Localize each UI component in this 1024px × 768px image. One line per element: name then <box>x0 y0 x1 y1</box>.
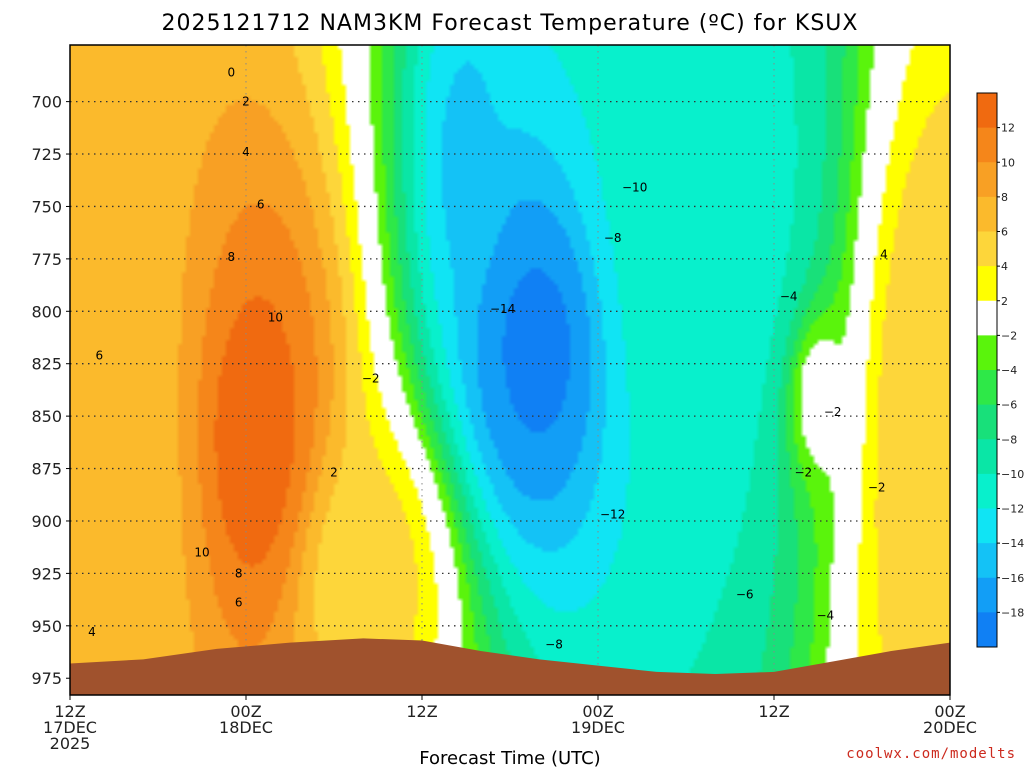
contour-label: −8 <box>604 231 622 245</box>
colorbar-tick-label: −16 <box>1001 572 1024 585</box>
contour-label: −2 <box>362 371 380 385</box>
y-tick-label: 850 <box>31 407 62 426</box>
colorbar-tick-label: −12 <box>1001 503 1024 516</box>
colorbar-tick-label: −14 <box>1001 537 1024 550</box>
x-tick-label: 12Z <box>758 702 789 721</box>
contour-label: −2 <box>824 405 842 419</box>
x-tick-label: 12Z <box>406 702 437 721</box>
colorbar-swatch <box>977 473 997 509</box>
colorbar-swatch <box>977 231 997 267</box>
x-tick-label: 2025 <box>50 734 91 753</box>
colorbar-swatch <box>977 370 997 406</box>
colorbar-tick-label: 10 <box>1001 156 1015 169</box>
plot-area: 0 2 4 6 8 10 6 2 10 8 6 4 −2 −14 −10 −8 −12 −8 −4 4 −2 −2 −2 −6… <box>69 44 951 696</box>
x-tick-label: 18DEC <box>219 718 273 737</box>
colorbar-tick-label: 6 <box>1001 226 1008 239</box>
colorbar-swatch <box>977 266 997 302</box>
y-tick-label: 975 <box>31 669 62 688</box>
y-tick-label: 800 <box>31 302 62 321</box>
colorbar-swatch <box>977 439 997 475</box>
contour-label: −4 <box>780 290 798 304</box>
contour-label: 6 <box>257 197 265 211</box>
colorbar-swatch <box>977 543 997 579</box>
x-tick-label: 00Z <box>582 702 613 721</box>
terrain-surface <box>70 638 950 695</box>
colorbar-swatch <box>977 162 997 198</box>
contour-label: 4 <box>88 625 96 639</box>
contour-label: 0 <box>228 65 236 79</box>
contour-label: 8 <box>235 566 243 580</box>
colorbar-swatch <box>977 508 997 544</box>
colorbar-swatch <box>977 577 997 613</box>
contour-label: −14 <box>490 302 515 316</box>
plot-frame <box>69 44 951 696</box>
y-tick-label: 825 <box>31 355 62 374</box>
colorbar-tick-label: −6 <box>1001 399 1017 412</box>
colorbar-swatch <box>977 127 997 163</box>
contour-label: 8 <box>228 250 236 264</box>
contour-label: −2 <box>868 480 886 494</box>
colorbar-swatch <box>977 612 997 648</box>
x-tick-label: 12Z <box>54 702 85 721</box>
contour-label: 10 <box>268 311 283 325</box>
chart-title: 2025121712 NAM3KM Forecast Temperature (… <box>162 11 859 36</box>
contour-label: −6 <box>736 587 754 601</box>
colorbar-swatch <box>977 335 997 371</box>
y-tick-label: 875 <box>31 460 62 479</box>
colorbar-tick-label: 4 <box>1001 260 1008 273</box>
contour-label: −4 <box>816 608 834 622</box>
colorbar-tick-label: −8 <box>1001 433 1017 446</box>
y-tick-label: 950 <box>31 617 62 636</box>
y-tick-label: 925 <box>31 564 62 583</box>
x-tick-label: 17DEC <box>43 718 97 737</box>
colorbar-tick-label: −2 <box>1001 329 1017 342</box>
contour-labels: 0 2 4 6 8 10 6 2 10 8 6 4 −2 −14 −10 −8 −12 −8 −4 4 −2 −2 −2 −6… <box>88 65 888 651</box>
contour-label: 2 <box>330 466 338 480</box>
colorbar: 12 10 8 6 4 2 −2 −4 −6 −8 −10 −12 −14 −16 −18 <box>976 92 1024 648</box>
colorbar-tick-label: −18 <box>1001 606 1024 619</box>
contour-label: 2 <box>242 95 250 109</box>
x-tick-label: 19DEC <box>571 718 625 737</box>
x-axis-label: Forecast Time (UTC) <box>419 748 600 768</box>
y-tick-label: 725 <box>31 145 62 164</box>
contour-label: 4 <box>880 248 888 262</box>
x-tick-label: 00Z <box>230 702 261 721</box>
temperature-field <box>70 45 950 695</box>
colorbar-swatch <box>977 404 997 440</box>
contour-label: 6 <box>235 596 243 610</box>
contour-label: −2 <box>794 466 812 480</box>
contour-label: −10 <box>622 181 647 195</box>
colorbar-swatch <box>977 196 997 232</box>
colorbar-swatch <box>977 93 997 129</box>
contour-label: 6 <box>96 348 104 362</box>
contour-label: −12 <box>600 508 625 522</box>
colorbar-tick-label: −10 <box>1001 468 1024 481</box>
y-axis-ticks: 700 725 750 775 800 825 850 875 900 925 950 975 <box>31 93 70 688</box>
contour-label: 10 <box>194 545 209 559</box>
colorbar-tick-label: 2 <box>1001 295 1008 308</box>
colorbar-tick-label: −4 <box>1001 364 1017 377</box>
contour-label: 4 <box>242 145 250 159</box>
terrain <box>70 638 950 695</box>
contour-label: −8 <box>545 638 563 652</box>
y-tick-label: 750 <box>31 197 62 216</box>
colorbar-tick-label: 12 <box>1001 122 1015 135</box>
y-tick-label: 700 <box>31 93 62 112</box>
y-tick-label: 900 <box>31 512 62 531</box>
x-tick-label: 20DEC <box>923 718 977 737</box>
y-tick-label: 775 <box>31 250 62 269</box>
credit-text: coolwx.com/modelts <box>846 746 1016 762</box>
colorbar-tick-label: 8 <box>1001 191 1008 204</box>
x-tick-label: 00Z <box>934 702 965 721</box>
colorbar-swatch <box>977 300 997 336</box>
